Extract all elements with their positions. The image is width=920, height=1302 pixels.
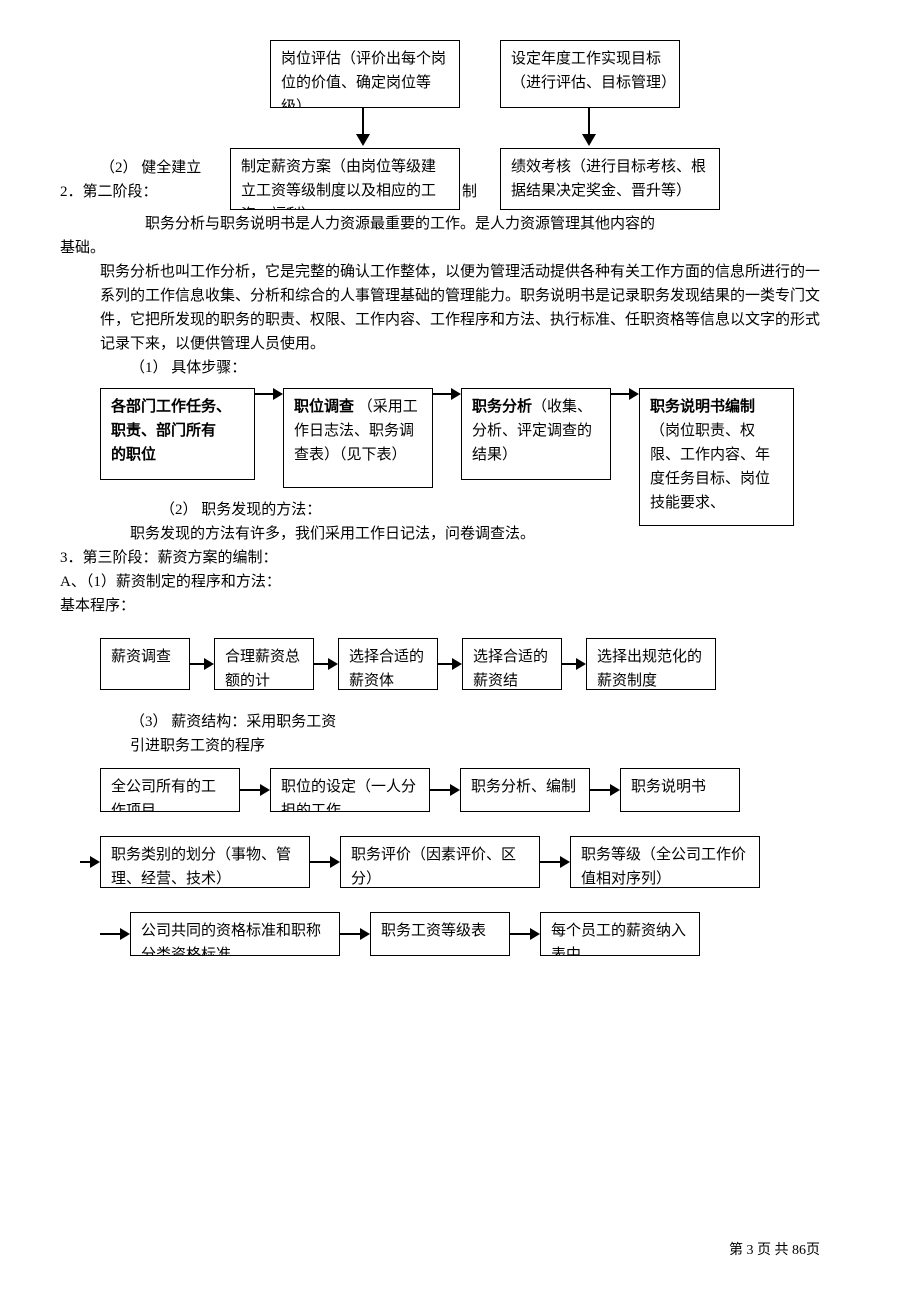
fc3-box1: 薪资调查 [100,638,190,690]
flowchart-salary-program: 薪资调查 合理薪资总额的计 选择合适的薪资体 选择合适的薪资结 选择出规范化的薪… [100,638,820,690]
flowchart1-box2: 设定年度工作实现目标（进行评估、目标管理） [500,40,680,108]
para-p5: （1） 具体步骤： [100,356,820,380]
fc4-r1b1: 全公司所有的工作项目 [100,768,240,812]
fc2-box3-title: 职务分析 [472,399,532,415]
fc3-box3: 选择合适的薪资体 [338,638,438,690]
fc2-box4: 职务说明书编制 （岗位职责、权限、工作内容、年度任务目标、岗位技能要求、 [639,388,794,526]
flowchart1-box3: 制定薪资方案（由岗位等级建立工资等级制度以及相应的工资、福利） [230,148,460,210]
fc4-r3-arrow0 [100,928,130,940]
text-overlap-line2: 2．第二阶段： [60,180,158,204]
fc2-box3: 职务分析（收集、分析、评定调查的结果） [461,388,611,480]
fc2-box1-l2: 职责、部门所有 [111,423,216,439]
flowchart-top: 岗位评估（评价出每个岗位的价值、确定岗位等级） 设定年度工作实现目标（进行评估、… [100,40,820,240]
para-p11: （3） 薪资结构：采用职务工资 [100,710,820,734]
fc2-arrow1 [255,388,283,400]
fc3-arrow3 [438,658,462,670]
fc4-r2-arrow2 [540,856,570,868]
fc4-r3b1: 公司共同的资格标准和职称分类资格标准 [130,912,340,956]
fc4-r2b1: 职务类别的划分（事物、管理、经营、技术） [100,836,310,888]
fc4-r2b2: 职务评价（因素评价、区分） [340,836,540,888]
fc2-box1: 各部门工作任务、 职责、部门所有 的职位 [100,388,255,480]
fc2-box2: 职位调查 （采用工作日志法、职务调查表）（见下表） [283,388,433,488]
fc3-arrow1 [190,658,214,670]
fc2-arrow2 [433,388,461,400]
fc4-r3-arrow1 [340,928,370,940]
fc4-r2b3: 职务等级（全公司工作价值相对序列） [570,836,760,888]
fc2-box2-title: 职位调查 [294,399,354,415]
fc3-box5: 选择出规范化的薪资制度 [586,638,716,690]
para-p9: A、（1）薪资制定的程序和方法： [60,570,820,594]
fc2-box1-l1: 各部门工作任务、 [111,399,231,415]
fc4-r1b2: 职位的设定（一人分担的工作 [270,768,430,812]
fc4-r2-arrow0 [80,856,100,868]
flowchart1-box1: 岗位评估（评价出每个岗位的价值、确定岗位等级） [270,40,460,108]
flowchart-job-wage-r2: 职务类别的划分（事物、管理、经营、技术） 职务评价（因素评价、区分） 职务等级（… [100,836,820,888]
flowchart-job-wage-r3: 公司共同的资格标准和职称分类资格标准 职务工资等级表 每个员工的薪资纳入表中 [100,912,820,956]
page-footer: 第 3 页 共 86页 [729,1240,820,1262]
flowchart1-box4: 绩效考核（进行目标考核、根据结果决定奖金、晋升等） [500,148,720,210]
fc4-r1-arrow2 [430,784,460,796]
paragraph-block-3: （3） 薪资结构：采用职务工资 引进职务工资的程序 [100,710,820,758]
para-p4: 职务分析也叫工作分析，它是完整的确认工作整体，以便为管理活动提供各种有关工作方面… [100,260,820,356]
fc3-arrow4 [562,658,586,670]
fc4-r2-arrow1 [310,856,340,868]
para-p12: 引进职务工资的程序 [100,734,820,758]
document-page: 岗位评估（评价出每个岗位的价值、确定岗位等级） 设定年度工作实现目标（进行评估、… [0,0,920,1302]
fc4-r3-arrow2 [510,928,540,940]
fc4-r1-arrow3 [590,784,620,796]
fc4-r1b4: 职务说明书 [620,768,740,812]
text-overlap-tail: 制 [462,180,477,204]
fc4-r1-arrow1 [240,784,270,796]
fc3-box2: 合理薪资总额的计 [214,638,314,690]
flowchart-job-wage-r1: 全公司所有的工作项目 职位的设定（一人分担的工作 职务分析、编制 职务说明书 [100,768,820,812]
fc4-r3b2: 职务工资等级表 [370,912,510,956]
fc3-box4: 选择合适的薪资结 [462,638,562,690]
fc2-arrow3 [611,388,639,400]
fc3-arrow2 [314,658,338,670]
text-overlap-line1: （2） 健全建立 [100,156,201,180]
fc2-box4-title: 职务说明书编制 [650,399,755,415]
fc4-r1b3: 职务分析、编制 [460,768,590,812]
fc2-box4-body: （岗位职责、权限、工作内容、年度任务目标、岗位技能要求、 [650,423,770,511]
para-p8: 3．第三阶段：薪资方案的编制： [60,546,820,570]
fc4-r3b3: 每个员工的薪资纳入表中 [540,912,700,956]
para-p10: 基本程序： [60,594,820,618]
fc2-box1-l3: 的职位 [111,447,156,463]
